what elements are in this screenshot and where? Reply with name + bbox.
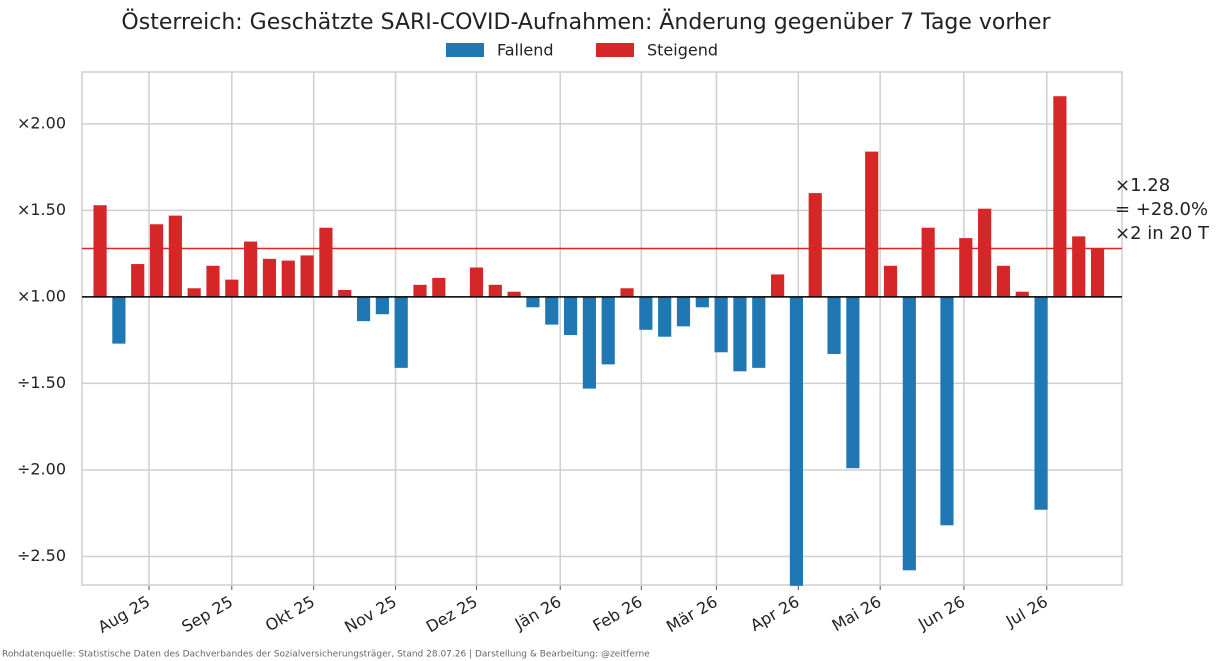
- annotation: = +28.0%: [1115, 199, 1208, 220]
- bar: [959, 238, 973, 297]
- bar: [620, 288, 634, 297]
- bar: [1072, 236, 1086, 297]
- bar: [432, 277, 446, 297]
- bar: [93, 205, 107, 297]
- bar: [375, 296, 389, 315]
- x-tick-label: Dez 25: [423, 592, 481, 636]
- bar: [714, 296, 728, 353]
- bar: [771, 274, 785, 297]
- bar: [131, 264, 145, 297]
- y-tick-label: ×1.50: [17, 200, 66, 219]
- x-tick-label: Sep 25: [178, 592, 236, 636]
- bar: [808, 193, 822, 297]
- bar: [752, 296, 766, 368]
- bar: [244, 241, 258, 297]
- bar: [187, 288, 201, 297]
- x-tick-label: Jun 26: [914, 592, 968, 634]
- x-tick-label: Aug 25: [95, 592, 154, 637]
- bar: [319, 227, 333, 297]
- bar: [563, 296, 578, 335]
- plot-frame: [81, 71, 1123, 586]
- bar: [225, 279, 239, 297]
- bar: [639, 296, 653, 330]
- bar: [695, 296, 709, 308]
- x-tick-label: Feb 26: [590, 592, 646, 635]
- chart-title: Österreich: Geschätzte SARI-COVID-Aufnah…: [121, 9, 1051, 35]
- bar: [902, 296, 916, 571]
- bar: [582, 296, 596, 389]
- bar: [488, 284, 502, 297]
- bar: [676, 296, 691, 327]
- bar: [206, 265, 220, 297]
- bar: [940, 296, 954, 526]
- bar: [413, 284, 427, 297]
- x-tick-label: Jul 26: [1002, 592, 1051, 631]
- x-tick-label: Nov 25: [341, 592, 400, 637]
- bar: [883, 265, 898, 297]
- bar: [733, 296, 747, 372]
- x-tick-label: Mär 26: [663, 592, 721, 636]
- y-tick-label: ÷2.00: [17, 459, 66, 478]
- bar: [262, 258, 277, 297]
- bar: [921, 227, 935, 297]
- x-tick-label: Okt 25: [262, 592, 318, 635]
- legend-label: Fallend: [497, 41, 554, 60]
- source-note: Rohdatenquelle: Statistische Daten des D…: [2, 650, 650, 660]
- bar: [846, 296, 860, 469]
- bar: [545, 296, 559, 325]
- bar: [1090, 248, 1105, 297]
- annotation: ×1.28: [1115, 175, 1170, 196]
- x-tick-label: Apr 26: [747, 592, 803, 635]
- bar: [1053, 96, 1067, 297]
- bar: [978, 208, 992, 297]
- x-tick-label: Jän 26: [511, 592, 565, 634]
- bar: [338, 290, 352, 297]
- bar: [300, 255, 314, 297]
- annotation: ×2 in 20 T: [1115, 223, 1210, 244]
- bar: [1015, 291, 1029, 297]
- bar: [601, 296, 615, 365]
- bar: [469, 267, 484, 297]
- y-tick-label: ×1.00: [17, 286, 66, 305]
- legend-swatch: [446, 43, 484, 57]
- bar: [168, 215, 182, 297]
- bar: [356, 296, 371, 322]
- bar: [112, 296, 126, 344]
- bar: [789, 296, 803, 586]
- bar: [865, 151, 879, 297]
- bar: [1034, 296, 1048, 510]
- bar: [658, 296, 672, 337]
- bar: [149, 224, 164, 297]
- bar: [996, 265, 1011, 297]
- bar: [281, 260, 295, 297]
- legend-label: Steigend: [647, 41, 718, 60]
- bar: [394, 296, 408, 368]
- x-tick-label: Mai 26: [829, 592, 885, 635]
- bar: [827, 296, 841, 355]
- legend-swatch: [596, 43, 634, 57]
- y-tick-label: ×2.00: [17, 113, 66, 132]
- bar: [507, 291, 521, 297]
- y-tick-label: ÷1.50: [17, 373, 66, 392]
- bar: [526, 296, 540, 308]
- y-tick-label: ÷2.50: [17, 546, 66, 565]
